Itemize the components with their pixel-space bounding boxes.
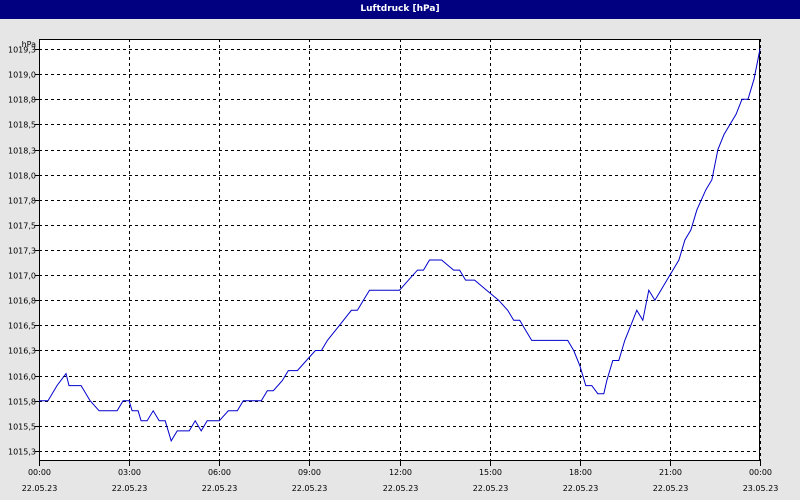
x-tick-time-label: 12:00 bbox=[389, 468, 412, 477]
plot-area bbox=[39, 39, 760, 461]
y-tick-label: 1017,8 bbox=[8, 197, 36, 206]
y-tick-label: 1018,0 bbox=[8, 172, 36, 181]
x-tick-date-label: 22.05.23 bbox=[473, 484, 509, 493]
y-axis-label: hPa bbox=[22, 40, 37, 49]
y-tick-label: 1016,8 bbox=[8, 297, 36, 306]
y-tick-label: 1019,3 bbox=[8, 46, 36, 55]
y-tick-label: 1019,0 bbox=[8, 71, 36, 80]
y-tick-label: 1017,5 bbox=[8, 222, 36, 231]
x-tick-date-label: 23.05.23 bbox=[743, 484, 779, 493]
y-tick-label: 1018,3 bbox=[8, 147, 36, 156]
x-tick-date-label: 22.05.23 bbox=[563, 484, 599, 493]
x-tick-time-label: 00:00 bbox=[28, 468, 51, 477]
y-tick-label: 1015,3 bbox=[8, 448, 36, 457]
x-tick-time-label: 03:00 bbox=[118, 468, 141, 477]
plot-border bbox=[39, 39, 760, 461]
x-tick-time-label: 18:00 bbox=[569, 468, 592, 477]
y-tick-label: 1018,8 bbox=[8, 96, 36, 105]
y-tick-label: 1017,3 bbox=[8, 247, 36, 256]
y-tick-label: 1016,3 bbox=[8, 347, 36, 356]
x-tick-time-label: 21:00 bbox=[659, 468, 682, 477]
chart-title: Luftdruck [hPa] bbox=[0, 0, 800, 19]
x-tick-date-label: 22.05.23 bbox=[383, 484, 419, 493]
y-tick-label: 1018,5 bbox=[8, 121, 36, 130]
x-tick-time-label: 15:00 bbox=[479, 468, 502, 477]
y-tick-label: 1016,0 bbox=[8, 373, 36, 382]
x-tick-date-label: 22.05.23 bbox=[202, 484, 238, 493]
x-tick-time-label: 09:00 bbox=[298, 468, 321, 477]
y-tick-label: 1015,5 bbox=[8, 423, 36, 432]
x-tick-date-label: 22.05.23 bbox=[653, 484, 689, 493]
x-tick-date-label: 22.05.23 bbox=[292, 484, 328, 493]
y-tick-label: 1015,8 bbox=[8, 398, 36, 407]
y-tick-label: 1017,0 bbox=[8, 272, 36, 281]
y-tick-label: 1016,5 bbox=[8, 322, 36, 331]
x-tick-time-label: 00:00 bbox=[749, 468, 772, 477]
x-tick-date-label: 22.05.23 bbox=[22, 484, 58, 493]
pressure-series-line bbox=[39, 48, 761, 443]
x-tick-time-label: 06:00 bbox=[208, 468, 231, 477]
x-tick-date-label: 22.05.23 bbox=[112, 484, 148, 493]
